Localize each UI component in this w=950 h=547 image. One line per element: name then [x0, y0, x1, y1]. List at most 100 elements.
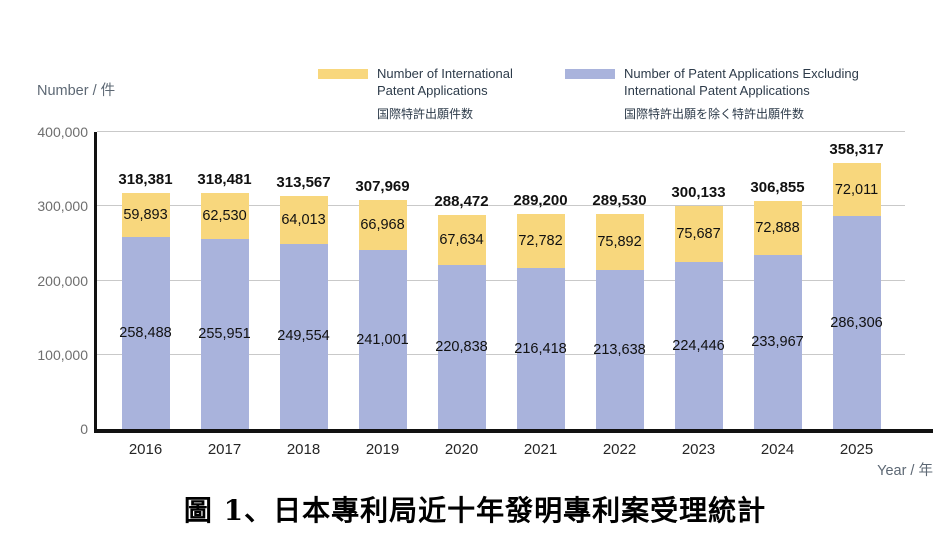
domestic-value-label: 241,001 — [356, 331, 409, 348]
x-tick-2019: 2019 — [365, 441, 400, 458]
x-tick-row: 2016 2017 2018 2019 2020 2021 2022 2023 2024 2025 — [106, 441, 896, 458]
domestic-value-label: 213,638 — [593, 341, 646, 358]
legend-text-domestic: Number of Patent Applications Excluding … — [624, 66, 859, 122]
domestic-value-label: 220,838 — [435, 339, 488, 355]
total-value-label: 288,472 — [434, 192, 489, 210]
international-value-label: 75,687 — [676, 226, 721, 243]
domestic-segment: 249,554 — [277, 243, 330, 429]
domestic-segment: 216,418 — [514, 268, 567, 429]
legend-text-international: Number of International Patent Applicati… — [377, 66, 513, 122]
domestic-value-label: 224,446 — [672, 337, 725, 354]
domestic-segment: 255,951 — [198, 238, 251, 429]
international-segment: 67,634 — [437, 214, 486, 266]
total-value-label: 300,133 — [671, 184, 726, 202]
total-value-label: 307,969 — [355, 178, 410, 196]
legend-label-line2: Patent Applications — [377, 82, 488, 98]
bar-group-2021: 289,200 72,782 216,418 — [501, 132, 580, 429]
international-segment: 59,893 — [121, 192, 170, 238]
bar-group-2018: 313,567 64,013 249,554 — [264, 132, 343, 429]
bar-group-2025: 358,317 72,011 286,306 — [817, 132, 896, 429]
x-tick-2023: 2023 — [681, 441, 716, 458]
domestic-value-label: 216,418 — [514, 340, 567, 357]
stacked-bar: 72,888 233,967 — [751, 201, 804, 429]
domestic-segment: 224,446 — [672, 262, 725, 429]
international-segment: 62,530 — [200, 192, 249, 239]
bar-group-2017: 318,481 62,530 255,951 — [185, 132, 264, 429]
y-tick-100000: 100,000 — [37, 346, 88, 363]
legend-label-en: Number of International Patent Applicati… — [377, 66, 513, 99]
international-segment: 75,687 — [674, 206, 723, 263]
international-value-label: 75,892 — [597, 234, 642, 251]
legend-label-line1: Number of International — [377, 66, 513, 81]
international-segment: 72,011 — [832, 162, 881, 217]
international-value-label: 64,013 — [281, 211, 326, 228]
legend-label-line2: International Patent Applications — [624, 82, 810, 98]
y-tick-300000: 300,000 — [37, 198, 88, 215]
y-tick-200000: 200,000 — [37, 272, 88, 289]
domestic-segment: 258,488 — [119, 237, 172, 429]
domestic-segment: 220,838 — [435, 265, 488, 429]
domestic-value-label: 286,306 — [830, 314, 883, 331]
bar-group-2022: 289,530 75,892 213,638 — [580, 132, 659, 429]
bars-layer: 318,381 59,893 258,488 318,481 62,530 255,951… — [106, 132, 896, 429]
gridline-100000 — [97, 353, 905, 355]
domestic-segment: 233,967 — [751, 255, 804, 429]
bar-group-2016: 318,381 59,893 258,488 — [106, 132, 185, 429]
legend-label-ja: 国際特許出願を除く特許出願件数 — [624, 107, 805, 121]
stacked-bar: 67,634 220,838 — [435, 214, 488, 429]
domestic-value-label: 255,951 — [198, 325, 251, 342]
total-value-label: 318,481 — [197, 170, 252, 188]
international-legend-swatch — [318, 69, 368, 79]
international-segment: 72,782 — [516, 214, 565, 269]
stacked-bar: 62,530 255,951 — [198, 192, 251, 429]
plot-area: 0 100,000 200,000 300,000 400,000 318,381 59,… — [37, 124, 933, 437]
legend-label-ja: 国際特許出願件数 — [377, 107, 474, 121]
gridline-200000 — [97, 279, 905, 281]
legend-label-line1: Number of Patent Applications Excluding — [624, 66, 859, 81]
stacked-bar: 72,011 286,306 — [830, 162, 883, 429]
stacked-bar: 64,013 249,554 — [277, 196, 330, 429]
international-value-label: 66,968 — [360, 217, 405, 234]
x-tick-2016: 2016 — [128, 441, 163, 458]
total-value-label: 289,530 — [592, 192, 647, 210]
bar-group-2020: 288,472 67,634 220,838 — [422, 132, 501, 429]
figure-caption: 圖 1、日本專利局近十年發明專利案受理統計 — [183, 494, 767, 527]
total-value-label: 318,381 — [118, 170, 173, 188]
stacked-bar: 75,687 224,446 — [672, 206, 725, 429]
x-tick-2024: 2024 — [760, 441, 795, 458]
x-tick-2025: 2025 — [839, 441, 874, 458]
x-tick-2018: 2018 — [286, 441, 321, 458]
x-tick-2022: 2022 — [602, 441, 637, 458]
legend-item-domestic: Number of Patent Applications Excluding … — [565, 66, 859, 122]
legend-item-international: Number of International Patent Applicati… — [318, 66, 513, 122]
domestic-segment: 241,001 — [356, 250, 409, 429]
x-axis-unit-label: Year / 年 — [877, 463, 933, 479]
x-tick-2020: 2020 — [444, 441, 479, 458]
x-axis-line — [94, 429, 933, 433]
y-axis-line — [94, 132, 97, 433]
y-tick-400000: 400,000 — [37, 124, 88, 140]
total-value-label: 306,855 — [750, 179, 805, 197]
domestic-segment: 286,306 — [830, 216, 883, 429]
bar-group-2023: 300,133 75,687 224,446 — [659, 132, 738, 429]
y-axis-unit-label: Number / 件 — [37, 83, 116, 99]
international-value-label: 72,888 — [755, 220, 800, 237]
domestic-value-label: 258,488 — [119, 325, 172, 342]
x-tick-2017: 2017 — [207, 441, 242, 458]
domestic-segment: 213,638 — [593, 270, 646, 429]
stacked-bar: 75,892 213,638 — [593, 214, 646, 429]
international-value-label: 59,893 — [123, 206, 168, 223]
international-value-label: 62,530 — [202, 207, 247, 224]
international-value-label: 72,011 — [834, 181, 879, 198]
international-value-label: 72,782 — [518, 233, 563, 250]
domestic-value-label: 233,967 — [751, 334, 804, 351]
international-segment: 66,968 — [358, 200, 407, 251]
international-segment: 72,888 — [753, 201, 802, 256]
international-segment: 75,892 — [595, 214, 644, 271]
x-tick-2021: 2021 — [523, 441, 558, 458]
total-value-label: 313,567 — [276, 174, 331, 192]
bar-group-2024: 306,855 72,888 233,967 — [738, 132, 817, 429]
domestic-value-label: 249,554 — [277, 328, 330, 345]
y-tick-0: 0 — [80, 421, 88, 437]
